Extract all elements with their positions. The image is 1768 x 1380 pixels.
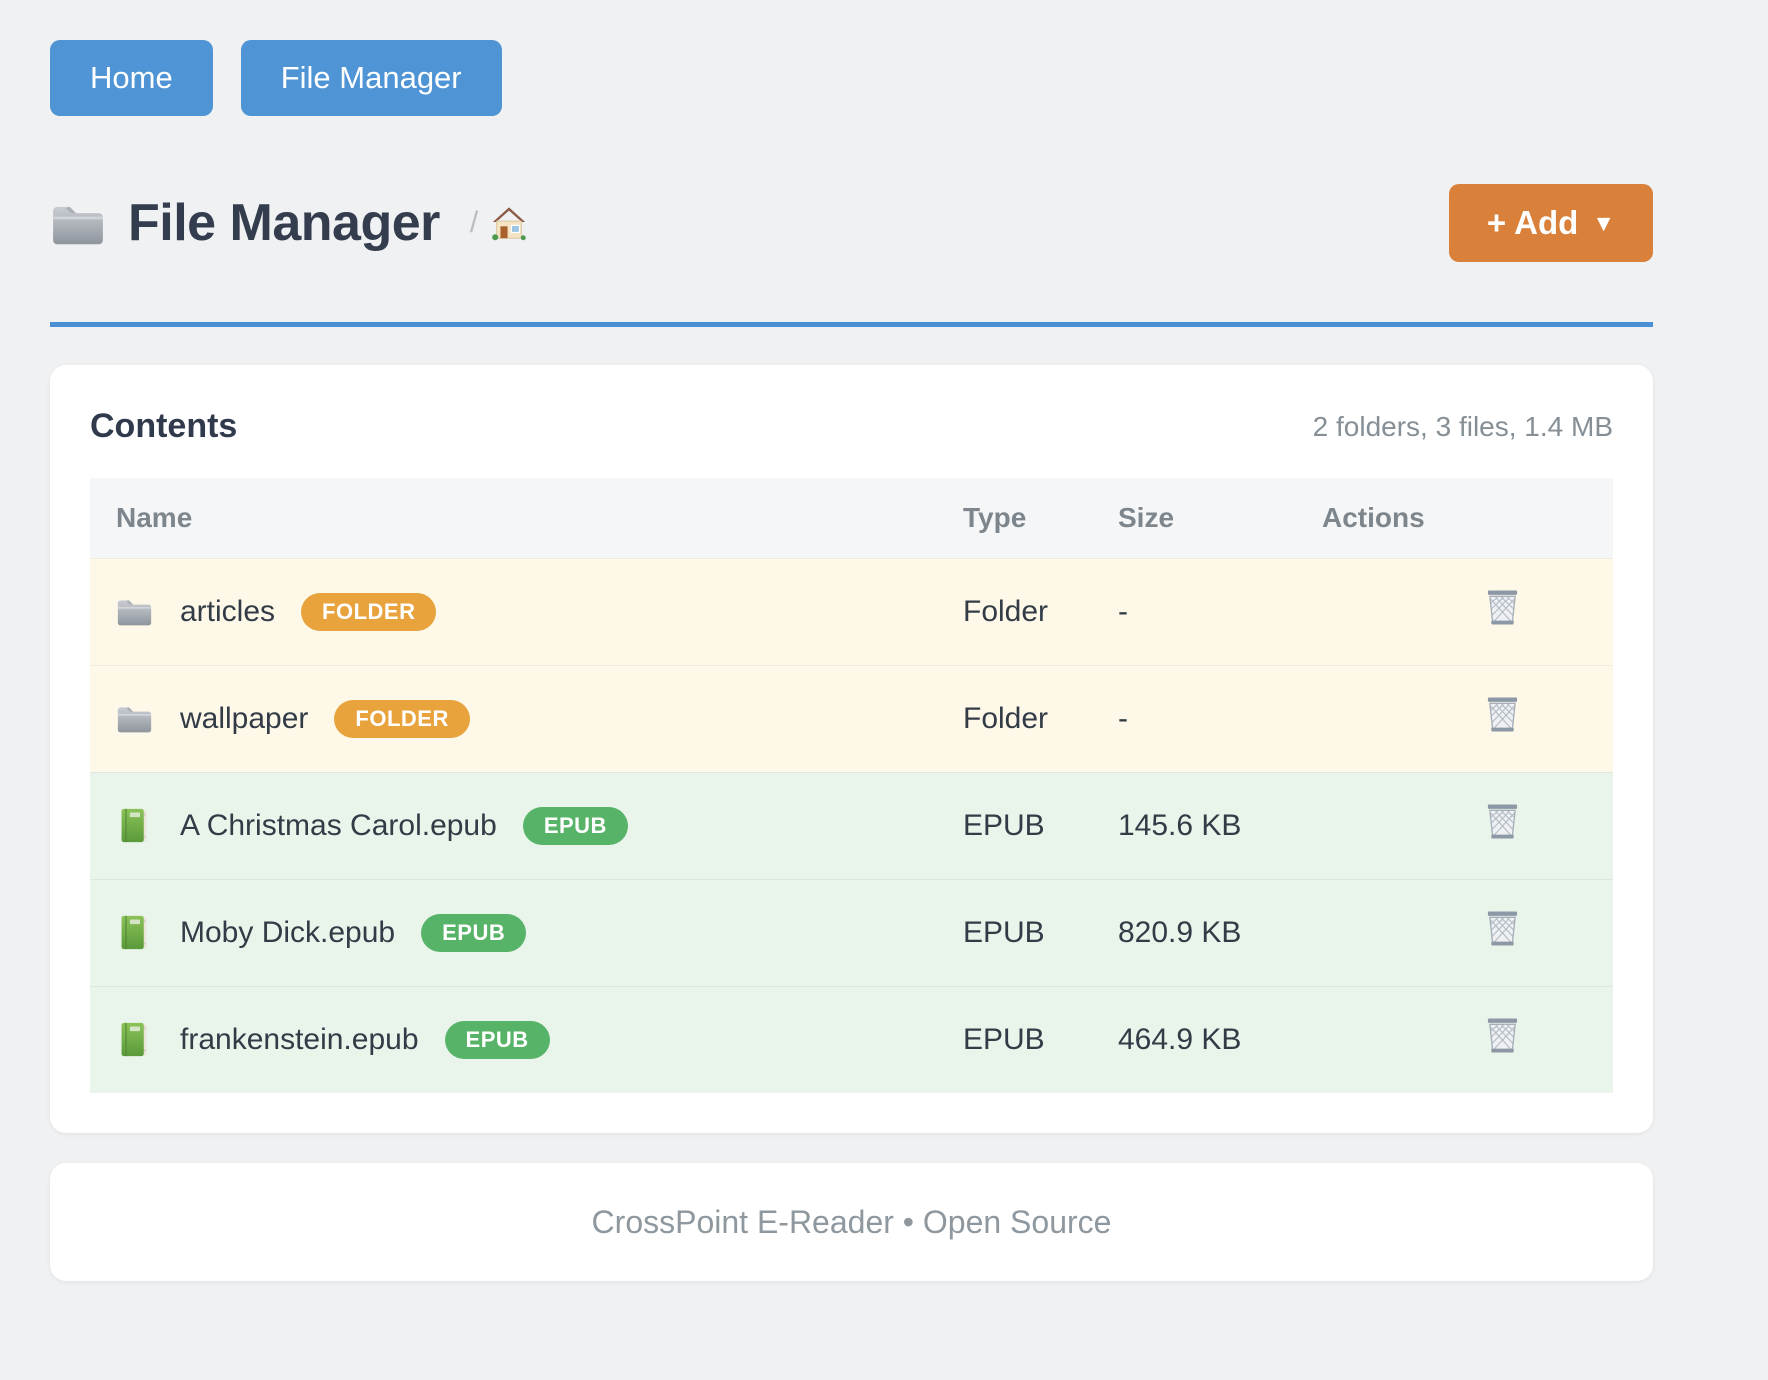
file-size: - [1118, 701, 1128, 735]
trash-icon [1485, 802, 1520, 842]
breadcrumb: / [470, 204, 528, 242]
book-icon [116, 807, 153, 844]
table-header-row: Name Type Size Actions [90, 478, 1613, 558]
file-size: 145.6 KB [1118, 808, 1242, 842]
chevron-down-icon: ▼ [1592, 209, 1616, 236]
file-type: Folder [963, 594, 1049, 628]
table-row-articles: articles FOLDER Folder - [90, 558, 1613, 665]
file-name[interactable]: A Christmas Carol.epub [180, 808, 497, 842]
epub-badge: EPUB [522, 806, 628, 845]
folder-icon [116, 700, 153, 737]
trash-icon [1485, 909, 1520, 949]
contents-summary: 2 folders, 3 files, 1.4 MB [1312, 410, 1613, 442]
file-name[interactable]: frankenstein.epub [180, 1022, 419, 1056]
contents-heading: Contents [90, 407, 238, 445]
file-manager-button[interactable]: File Manager [240, 40, 502, 116]
delete-button[interactable] [1485, 695, 1520, 735]
table-row-moby-dick: Moby Dick.epub EPUB EPUB 820.9 KB [90, 879, 1613, 986]
page-container: Home File Manager File Manager / + Add ▼… [50, 0, 1653, 1281]
file-type: EPUB [963, 1022, 1045, 1056]
file-name[interactable]: articles [180, 594, 276, 628]
page-header: File Manager / + Add ▼ [50, 184, 1653, 262]
contents-card-header: Contents 2 folders, 3 files, 1.4 MB [90, 407, 1613, 446]
page-title: File Manager [128, 194, 440, 252]
folder-icon [50, 200, 106, 247]
file-size: 464.9 KB [1118, 1022, 1242, 1056]
top-nav: Home File Manager [50, 40, 1653, 116]
file-type: EPUB [963, 915, 1045, 949]
title-group: File Manager / [50, 193, 528, 253]
folder-badge: FOLDER [334, 699, 470, 738]
epub-badge: EPUB [444, 1020, 550, 1059]
table-row-christmas-carol: A Christmas Carol.epub EPUB EPUB 145.6 K… [90, 772, 1613, 879]
table-row-wallpaper: wallpaper FOLDER Folder - [90, 665, 1613, 772]
contents-card: Contents 2 folders, 3 files, 1.4 MB Name… [50, 365, 1653, 1133]
column-header-size: Size [1118, 478, 1322, 558]
delete-button[interactable] [1485, 1016, 1520, 1056]
footer-text: CrossPoint E-Reader • Open Source [591, 1203, 1112, 1240]
epub-badge: EPUB [421, 913, 527, 952]
file-name[interactable]: Moby Dick.epub [180, 915, 396, 949]
book-icon [116, 914, 153, 951]
column-header-name: Name [90, 478, 963, 558]
trash-icon [1485, 588, 1520, 628]
delete-button[interactable] [1485, 588, 1520, 628]
trash-icon [1485, 695, 1520, 735]
file-name[interactable]: wallpaper [180, 701, 309, 735]
file-size: 820.9 KB [1118, 915, 1242, 949]
book-icon [116, 1021, 153, 1058]
home-button[interactable]: Home [50, 40, 213, 116]
column-header-type: Type [963, 478, 1118, 558]
footer-card: CrossPoint E-Reader • Open Source [50, 1163, 1653, 1281]
file-table: Name Type Size Actions articles FOLDER [90, 478, 1613, 1093]
delete-button[interactable] [1485, 802, 1520, 842]
breadcrumb-separator: / [469, 206, 479, 239]
file-type: Folder [963, 701, 1049, 735]
column-header-actions: Actions [1322, 478, 1613, 558]
file-size: - [1118, 594, 1128, 628]
trash-icon [1485, 1016, 1520, 1056]
house-icon[interactable] [490, 204, 528, 242]
delete-button[interactable] [1485, 909, 1520, 949]
folder-badge: FOLDER [301, 592, 437, 631]
folder-icon [116, 593, 153, 630]
file-type: EPUB [963, 808, 1045, 842]
title-divider [50, 322, 1653, 327]
add-button-label: + Add [1486, 204, 1579, 241]
table-row-frankenstein: frankenstein.epub EPUB EPUB 464.9 KB [90, 986, 1613, 1093]
add-button[interactable]: + Add ▼ [1449, 184, 1653, 262]
